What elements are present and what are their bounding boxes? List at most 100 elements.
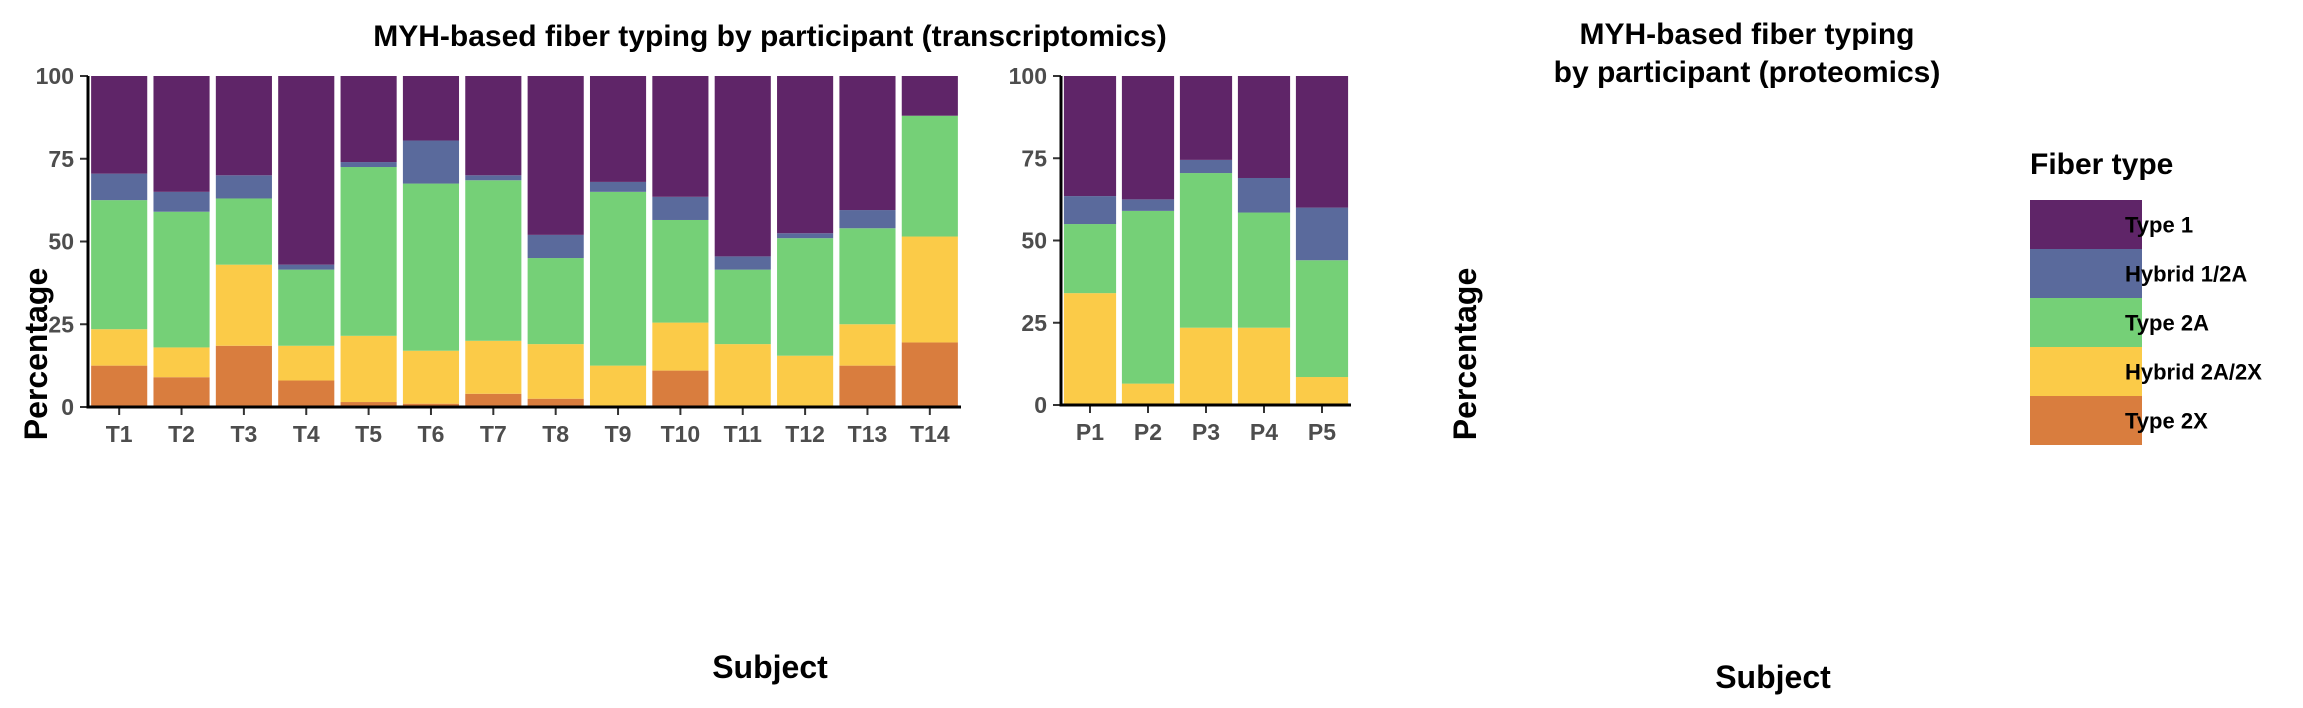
bar-t7-type-1 bbox=[465, 76, 522, 176]
x-tick-label: T8 bbox=[542, 421, 569, 447]
bar-t10-hybrid-1-2a bbox=[652, 196, 709, 220]
legend-key-type-1 bbox=[2030, 200, 2142, 249]
y-tick-label: 0 bbox=[61, 394, 74, 420]
bar-t11-hybrid-1-2a bbox=[714, 256, 771, 270]
bar-t6-type-2x bbox=[402, 403, 460, 407]
y-tick-label: 25 bbox=[1021, 310, 1047, 336]
bar-t4-type-2a bbox=[278, 269, 335, 346]
bar-t13-hybrid-2a-2x bbox=[839, 324, 896, 366]
bar-t8-type-2a bbox=[527, 258, 584, 345]
chart-title-proteomics-line-1: MYH-based fiber typing bbox=[1579, 18, 1914, 51]
x-tick-label: P5 bbox=[1308, 419, 1336, 445]
x-axis-title-transcriptomics: Subject bbox=[712, 649, 828, 685]
bar-p5-type-1 bbox=[1295, 76, 1349, 208]
legend-key-hybrid-1-2a bbox=[2030, 249, 2142, 298]
bar-t7-type-2a bbox=[465, 180, 522, 341]
y-tick-label: 25 bbox=[48, 311, 74, 337]
bar-t4-type-2x bbox=[278, 380, 335, 407]
y-tick-label: 75 bbox=[1021, 145, 1047, 171]
x-tick-label: T11 bbox=[724, 421, 763, 447]
x-tick-label: P4 bbox=[1250, 419, 1278, 445]
bar-p2-type-2a bbox=[1121, 210, 1175, 384]
y-tick-label: 100 bbox=[1009, 63, 1047, 89]
bar-t9-hybrid-1-2a bbox=[589, 181, 647, 192]
bar-t13-hybrid-1-2a bbox=[839, 210, 896, 229]
bar-t13-type-1 bbox=[839, 76, 896, 211]
bar-t9-type-1 bbox=[589, 76, 647, 182]
x-tick-label: P2 bbox=[1134, 419, 1162, 445]
bar-t2-type-1 bbox=[153, 76, 210, 192]
bar-t1-type-2x bbox=[91, 365, 148, 407]
bar-t10-type-1 bbox=[652, 76, 709, 197]
bar-t2-hybrid-2a-2x bbox=[153, 347, 210, 378]
legend-title: Fiber type bbox=[2030, 148, 2173, 181]
bar-t9-hybrid-2a-2x bbox=[589, 365, 647, 407]
legend-key-hybrid-2a-2x bbox=[2030, 347, 2142, 396]
bar-t1-hybrid-2a-2x bbox=[91, 329, 148, 366]
bar-t7-hybrid-2a-2x bbox=[465, 340, 522, 394]
bar-t8-hybrid-1-2a bbox=[527, 234, 584, 259]
bar-t2-type-2x bbox=[153, 377, 210, 407]
bar-t6-type-1 bbox=[402, 76, 460, 141]
x-tick-label: T4 bbox=[293, 421, 320, 447]
legend-key-type-2a bbox=[2030, 298, 2142, 347]
bar-t1-hybrid-1-2a bbox=[91, 173, 148, 201]
bar-t2-hybrid-1-2a bbox=[153, 191, 210, 212]
bar-t13-type-2a bbox=[839, 228, 896, 325]
bar-t14-hybrid-2a-2x bbox=[901, 236, 958, 343]
bar-t5-hybrid-2a-2x bbox=[340, 335, 397, 403]
y-axis-title-proteomics: Percentage bbox=[1447, 268, 1483, 441]
x-axis-title-proteomics: Subject bbox=[1715, 659, 1831, 695]
legend-label-hybrid-1-2a: Hybrid 1/2A bbox=[2125, 262, 2247, 287]
bar-t4-hybrid-2a-2x bbox=[278, 345, 335, 381]
bar-p4-type-1 bbox=[1237, 76, 1291, 178]
chart-title-transcriptomics: MYH-based fiber typing by participant (t… bbox=[373, 20, 1166, 53]
bar-t6-hybrid-1-2a bbox=[402, 140, 460, 184]
bar-t12-hybrid-2a-2x bbox=[777, 355, 834, 407]
x-tick-label: T2 bbox=[168, 421, 195, 447]
bar-t12-type-1 bbox=[777, 76, 834, 234]
bar-t1-type-2a bbox=[91, 200, 148, 330]
bar-p2-hybrid-2a-2x bbox=[1121, 383, 1175, 405]
bar-t3-type-2x bbox=[215, 345, 272, 407]
bar-t6-type-2a bbox=[402, 183, 460, 351]
bar-t7-hybrid-1-2a bbox=[465, 175, 522, 181]
bars bbox=[1063, 76, 1349, 405]
x-tick-label: T10 bbox=[661, 421, 701, 447]
plot-area-transcriptomics: T1 T2 T3 T4 T5 T6 T7 T8 T9 T10 T11 T12 T13 T14 0 25 50 75… bbox=[36, 63, 961, 447]
x-tick-label: T6 bbox=[418, 421, 445, 447]
legend: Fiber type Type 1 Hybrid 1/2A Type 2A Hybri… bbox=[2030, 148, 2262, 445]
legend-label-type-2a: Type 2A bbox=[2125, 311, 2209, 336]
bar-t3-type-1 bbox=[215, 76, 272, 176]
y-tick-label: 100 bbox=[36, 63, 74, 89]
bar-t14-type-1 bbox=[901, 76, 958, 116]
x-tick-label: T7 bbox=[480, 421, 507, 447]
legend-label-type-2x: Type 2X bbox=[2125, 409, 2208, 434]
bar-t11-type-2a bbox=[714, 269, 771, 345]
bar-t3-hybrid-2a-2x bbox=[215, 264, 272, 346]
y-tick-label: 50 bbox=[1021, 228, 1047, 254]
chart-title-proteomics-line-2: by participant (proteomics) bbox=[1554, 56, 1941, 89]
bar-t13-type-2x bbox=[839, 365, 896, 407]
bar-p3-hybrid-2a-2x bbox=[1179, 327, 1233, 405]
legend-items: Type 1 Hybrid 1/2A Type 2A Hybrid 2A/2X Type… bbox=[2030, 200, 2262, 445]
x-tick-label: T3 bbox=[230, 421, 257, 447]
bar-t1-type-1 bbox=[91, 76, 148, 174]
bar-p1-type-2a bbox=[1063, 224, 1117, 294]
bar-t14-type-2a bbox=[901, 115, 958, 237]
bar-t10-hybrid-2a-2x bbox=[652, 322, 709, 371]
bar-t3-type-2a bbox=[215, 198, 272, 265]
legend-label-hybrid-2a-2x: Hybrid 2A/2X bbox=[2125, 360, 2262, 385]
bar-p1-type-1 bbox=[1063, 76, 1117, 197]
x-tick-label: P1 bbox=[1076, 419, 1104, 445]
bar-p1-hybrid-2a-2x bbox=[1063, 293, 1117, 405]
bar-p3-type-2a bbox=[1179, 173, 1233, 328]
bar-t12-hybrid-1-2a bbox=[777, 233, 834, 239]
bar-t3-hybrid-1-2a bbox=[215, 175, 272, 199]
panel-proteomics: MYH-based fiber typing by participant (p… bbox=[1009, 18, 1941, 695]
bar-t10-type-2x bbox=[652, 370, 709, 407]
bar-t11-hybrid-2a-2x bbox=[714, 344, 771, 407]
bar-t6-hybrid-2a-2x bbox=[402, 350, 460, 404]
bar-p4-hybrid-1-2a bbox=[1237, 177, 1291, 213]
